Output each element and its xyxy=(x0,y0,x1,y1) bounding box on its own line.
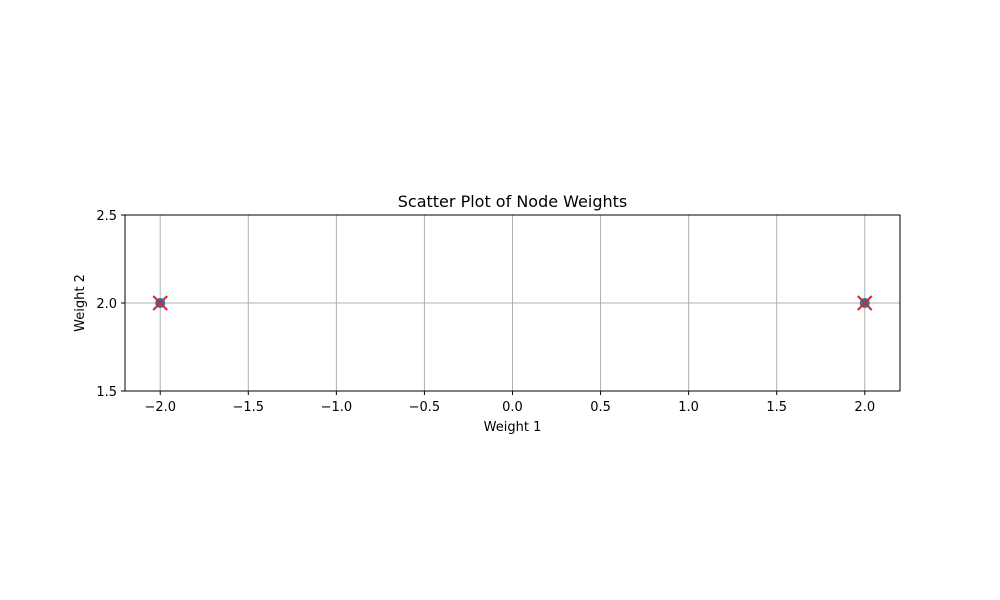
data-point-x-marker xyxy=(857,295,873,311)
x-tick-label: −1.0 xyxy=(321,400,353,415)
y-axis-label: Weight 2 xyxy=(73,274,88,332)
data-point-x-marker xyxy=(152,295,168,311)
grid-lines xyxy=(125,214,900,392)
x-tick-label: 0.5 xyxy=(590,400,611,415)
x-tick-label: 2.0 xyxy=(854,400,875,415)
x-tick-label: −0.5 xyxy=(409,400,441,415)
x-tick-label: 0.0 xyxy=(502,400,523,415)
x-tick-label: 1.0 xyxy=(678,400,699,415)
x-axis-label: Weight 1 xyxy=(484,420,542,435)
x-tick-label: −1.5 xyxy=(233,400,265,415)
y-tick-label: 2.0 xyxy=(96,297,117,312)
y-tick-label: 2.5 xyxy=(96,209,117,224)
x-tick-label: 1.5 xyxy=(766,400,787,415)
data-points xyxy=(152,295,873,311)
x-tick-label: −2.0 xyxy=(144,400,176,415)
axis-ticks: −2.0 −1.5 −1.0 −0.5 0.0 0.5 1.0 1.5 2.0 1.5 2.0 2.5 xyxy=(96,209,875,415)
chart-title: Scatter Plot of Node Weights xyxy=(398,192,627,211)
y-tick-label: 1.5 xyxy=(96,385,117,400)
